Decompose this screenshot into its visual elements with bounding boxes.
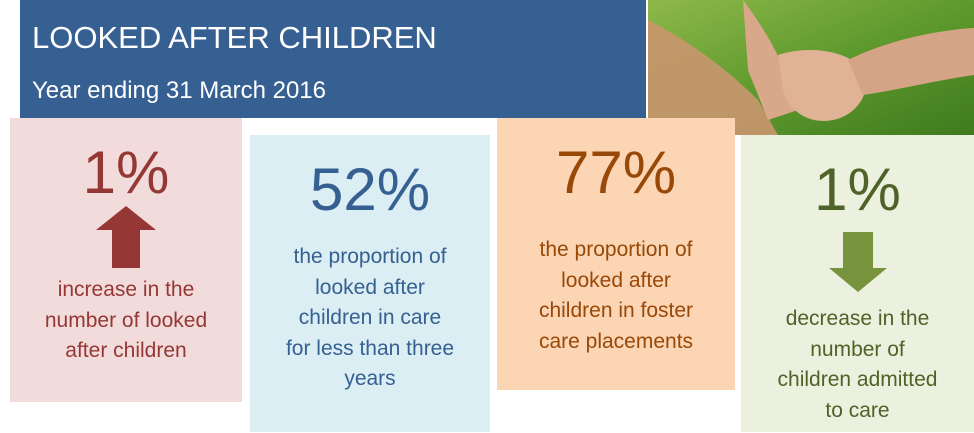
stat-value: 1% <box>814 156 901 223</box>
header-banner <box>20 0 646 118</box>
photo-hands <box>648 0 974 135</box>
description-line: increase in the <box>57 278 195 301</box>
description-line: children in care <box>298 306 442 329</box>
description-line: the proportion of <box>539 238 693 261</box>
description-line: children admitted <box>777 368 938 391</box>
description-line: looked after <box>315 275 425 299</box>
stat-description: the proportion of looked after children in… <box>250 242 490 395</box>
description-line: care placements <box>538 329 694 353</box>
title: LOOKED AFTER CHILDREN <box>32 20 437 55</box>
stat-card: 1% decrease in the number of children admi… <box>741 135 974 432</box>
stat-description: decrease in the number of children admitte… <box>741 304 974 426</box>
stat-description: the proportion of looked after children in… <box>497 235 735 357</box>
stat-card: 52% the proportion of looked after childre… <box>250 135 490 432</box>
stat-value: 77% <box>555 139 677 206</box>
arrow-up <box>96 206 156 268</box>
stat-card: 77% the proportion of looked after childre… <box>497 118 735 390</box>
description-line: to care <box>825 398 890 422</box>
stat-card: 1% increase in the number of looked after … <box>10 118 242 402</box>
description-line: after children <box>65 339 187 362</box>
description-line: decrease in the <box>785 307 930 330</box>
description-line: number of <box>810 337 905 361</box>
description-line: the proportion of <box>293 245 447 268</box>
stat-description: increase in the number of looked after chi… <box>10 275 242 367</box>
description-line: number of looked <box>44 308 208 332</box>
subtitle: Year ending 31 March 2016 <box>32 77 326 104</box>
description-line: looked after <box>561 268 671 292</box>
arrow-down <box>829 232 887 292</box>
stat-value: 52% <box>309 156 431 223</box>
description-line: years <box>344 367 396 390</box>
description-line: children in foster <box>538 299 694 322</box>
stat-value: 1% <box>82 139 170 206</box>
description-line: for less than three <box>285 336 455 360</box>
